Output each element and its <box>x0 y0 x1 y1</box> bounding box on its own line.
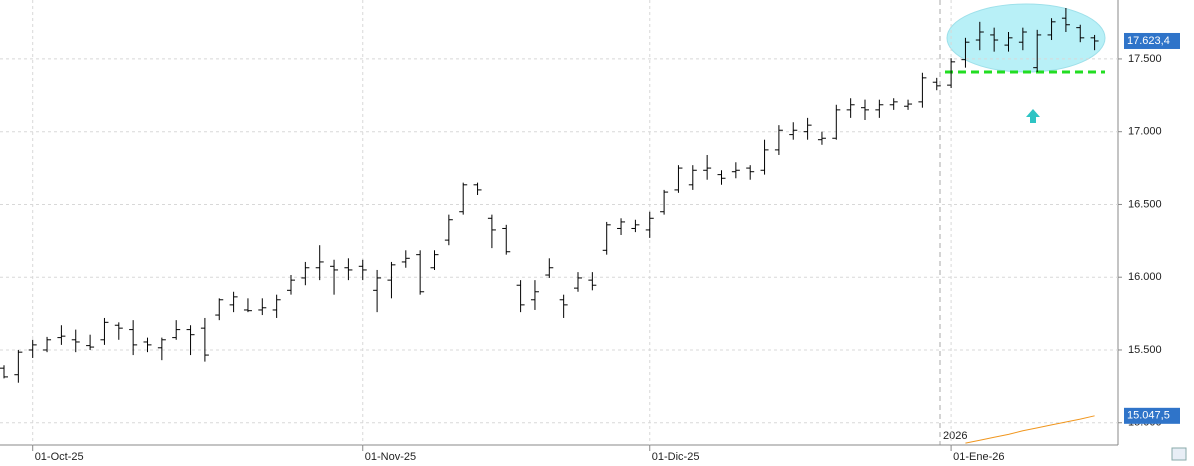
x-tick-label: 01-Ene-26 <box>953 451 1004 463</box>
y-tick-label: 15.500 <box>1128 344 1162 356</box>
year-annotation: 2026 <box>943 430 967 442</box>
scale-button[interactable] <box>1171 447 1187 461</box>
price-tag: 17.623,4 <box>1127 35 1170 47</box>
up-arrow <box>1026 109 1040 123</box>
price-tag: 15.047,5 <box>1127 410 1170 422</box>
x-tick-label: 01-Oct-25 <box>35 451 84 463</box>
x-tick-label: 01-Dic-25 <box>652 451 700 463</box>
price-tag-bg <box>1124 407 1180 424</box>
y-tick-label: 17.000 <box>1128 126 1162 138</box>
y-tick-label: 16.500 <box>1128 198 1162 210</box>
x-tick-label: 01-Nov-25 <box>365 451 416 463</box>
price-tag-bg <box>1124 32 1180 49</box>
y-tick-label: 17.500 <box>1128 53 1162 65</box>
y-tick-label: 16.000 <box>1128 271 1162 283</box>
overlay-line <box>965 415 1095 444</box>
